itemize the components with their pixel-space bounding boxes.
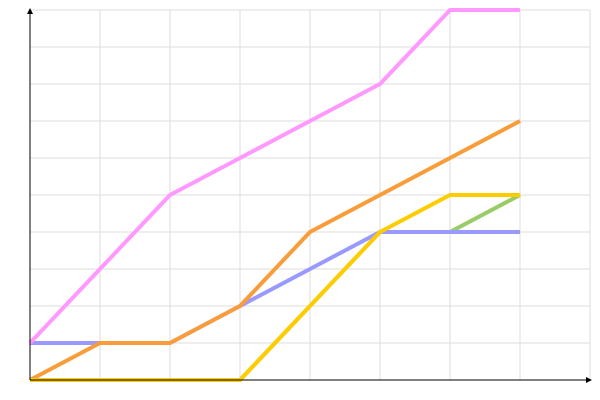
line-series xyxy=(30,230,520,345)
line-series xyxy=(29,119,521,382)
line-series xyxy=(28,8,520,345)
y-axis-arrow xyxy=(27,8,33,14)
x-axis-arrow xyxy=(586,377,592,383)
